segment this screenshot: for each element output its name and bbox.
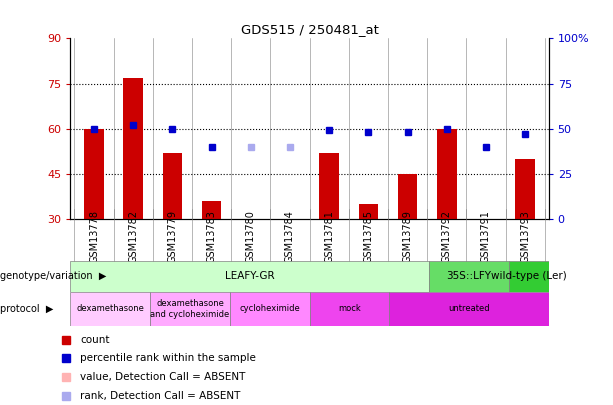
Text: GSM13780: GSM13780 bbox=[246, 210, 256, 263]
Text: 35S::LFY: 35S::LFY bbox=[446, 271, 492, 281]
Text: dexamethasone
and cycloheximide: dexamethasone and cycloheximide bbox=[150, 299, 230, 318]
Text: protocol  ▶: protocol ▶ bbox=[0, 304, 53, 314]
Bar bbox=[389, 292, 549, 326]
Bar bbox=[123, 77, 143, 219]
Text: percentile rank within the sample: percentile rank within the sample bbox=[80, 353, 256, 363]
Bar bbox=[70, 292, 150, 326]
Text: GSM13791: GSM13791 bbox=[481, 210, 491, 263]
Bar bbox=[162, 153, 182, 219]
Bar bbox=[509, 261, 549, 292]
Bar bbox=[319, 153, 339, 219]
Text: rank, Detection Call = ABSENT: rank, Detection Call = ABSENT bbox=[80, 391, 241, 401]
Bar bbox=[84, 129, 104, 219]
Bar bbox=[398, 174, 417, 219]
Bar bbox=[516, 159, 535, 219]
Text: GSM13778: GSM13778 bbox=[89, 210, 99, 263]
Bar bbox=[359, 204, 378, 219]
Text: GSM13779: GSM13779 bbox=[167, 210, 177, 263]
Text: GSM13784: GSM13784 bbox=[285, 210, 295, 263]
Text: wild-type (Ler): wild-type (Ler) bbox=[491, 271, 566, 281]
Text: LEAFY-GR: LEAFY-GR bbox=[225, 271, 275, 281]
Text: GSM13789: GSM13789 bbox=[403, 210, 413, 263]
Bar bbox=[230, 292, 310, 326]
Text: GSM13783: GSM13783 bbox=[207, 210, 216, 263]
Text: genotype/variation  ▶: genotype/variation ▶ bbox=[0, 271, 107, 281]
Text: value, Detection Call = ABSENT: value, Detection Call = ABSENT bbox=[80, 372, 246, 382]
Text: mock: mock bbox=[338, 304, 361, 313]
Bar bbox=[437, 129, 457, 219]
Bar bbox=[70, 261, 429, 292]
Bar bbox=[429, 261, 509, 292]
Text: dexamethasone: dexamethasone bbox=[77, 304, 144, 313]
Text: GSM13785: GSM13785 bbox=[364, 210, 373, 263]
Text: count: count bbox=[80, 335, 110, 345]
Text: cycloheximide: cycloheximide bbox=[239, 304, 300, 313]
Text: untreated: untreated bbox=[448, 304, 490, 313]
Bar bbox=[310, 292, 389, 326]
Text: GSM13793: GSM13793 bbox=[520, 210, 530, 263]
Text: GSM13782: GSM13782 bbox=[128, 210, 138, 263]
Title: GDS515 / 250481_at: GDS515 / 250481_at bbox=[241, 23, 378, 36]
Text: GSM13792: GSM13792 bbox=[442, 210, 452, 263]
Bar bbox=[150, 292, 230, 326]
Text: GSM13781: GSM13781 bbox=[324, 210, 334, 263]
Bar bbox=[202, 200, 221, 219]
